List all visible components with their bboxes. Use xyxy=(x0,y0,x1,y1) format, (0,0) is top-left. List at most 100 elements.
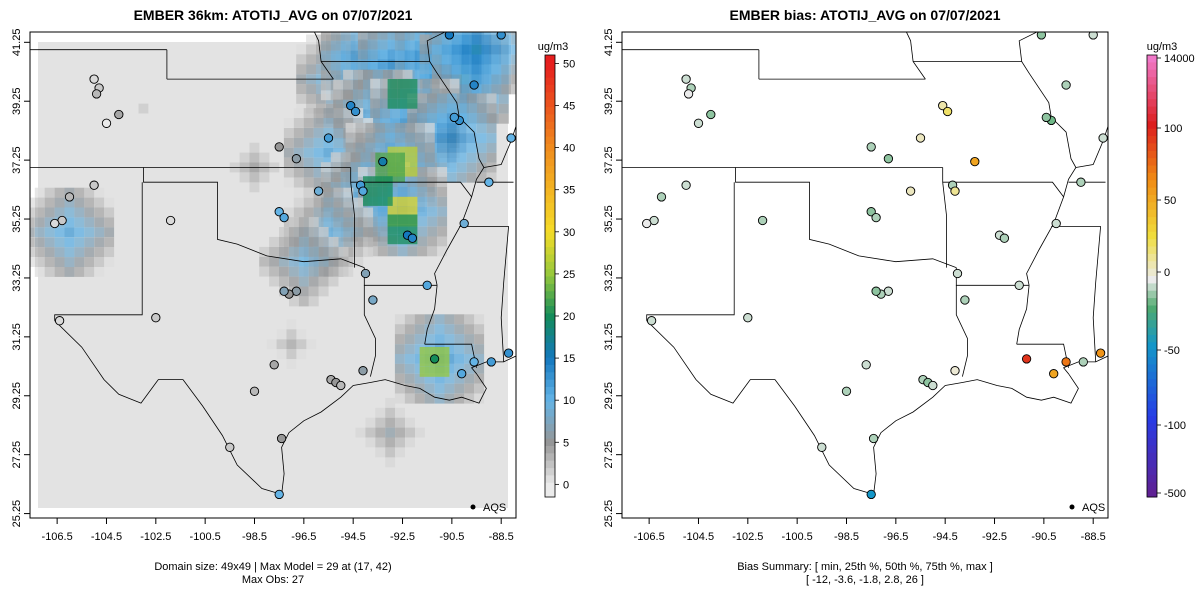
model-grid-cell xyxy=(394,344,405,354)
model-grid-cell xyxy=(445,11,455,21)
model-grid-cell xyxy=(451,32,462,35)
model-grid-cell xyxy=(266,339,277,350)
bias-point xyxy=(743,313,753,323)
bias-point xyxy=(960,295,970,305)
bias-point xyxy=(706,109,716,120)
model-grid-cell xyxy=(303,108,314,118)
colorbar-segment xyxy=(1147,283,1157,292)
model-grid-cell xyxy=(286,339,297,350)
model-grid-cell xyxy=(441,34,452,45)
bias-point xyxy=(1061,80,1071,90)
model-grid-cell xyxy=(404,354,415,364)
colorbar-segment xyxy=(1147,239,1157,248)
model-grid-cell xyxy=(365,122,376,133)
colorbar-segment xyxy=(545,224,555,233)
model-grid-cell xyxy=(394,32,405,41)
bias-point xyxy=(928,380,938,391)
model-grid-cell xyxy=(482,15,492,25)
model-grid-cell xyxy=(84,217,95,228)
model-grid-cell xyxy=(382,176,393,187)
model-grid-cell xyxy=(380,108,390,119)
colorbar-segment xyxy=(545,327,555,336)
model-grid-cell xyxy=(293,207,304,218)
colorbar-tick-label: 5 xyxy=(563,437,569,449)
left-x-tick-label: -96.5 xyxy=(291,531,316,543)
colorbar-segment xyxy=(545,268,555,277)
model-grid-cell xyxy=(365,437,376,448)
model-grid-cell xyxy=(424,122,435,133)
model-grid-cell xyxy=(259,152,270,163)
model-grid-cell xyxy=(363,109,373,120)
model-grid-cell xyxy=(424,334,435,344)
obs-point xyxy=(350,106,361,117)
model-grid-cell xyxy=(415,132,425,143)
model-grid-cell xyxy=(387,224,398,235)
model-grid-cell xyxy=(94,217,105,228)
model-grid-cell xyxy=(333,187,344,198)
obs-point xyxy=(279,212,289,223)
model-grid-cell xyxy=(456,152,467,163)
obs-point xyxy=(269,360,279,370)
model-grid-cell xyxy=(84,237,95,248)
model-grid-cell xyxy=(355,427,366,438)
model-grid-cell xyxy=(64,267,75,277)
model-grid-cell xyxy=(64,207,75,218)
colorbar-tick-label: 10 xyxy=(563,395,575,407)
model-grid-cell xyxy=(370,78,381,89)
model-grid-cell xyxy=(34,207,45,218)
obs-point xyxy=(276,433,287,444)
model-grid-cell xyxy=(357,59,368,70)
model-grid-cell xyxy=(394,334,405,344)
model-grid-cell xyxy=(350,172,361,182)
model-grid-cell xyxy=(414,324,425,335)
model-grid-cell xyxy=(34,267,45,277)
model-grid-cell xyxy=(424,142,435,153)
model-grid-cell xyxy=(94,257,105,267)
model-grid-cell xyxy=(395,122,405,133)
model-grid-cell xyxy=(377,236,388,247)
colorbar-segment xyxy=(545,283,555,292)
left-boundary-line xyxy=(500,226,509,362)
model-grid-cell xyxy=(417,93,427,104)
colorbar-segment xyxy=(545,195,555,203)
colorbar-segment xyxy=(545,482,555,491)
colorbar-segment xyxy=(1147,430,1157,439)
model-grid-cell xyxy=(392,69,403,80)
right-y-tick-label: 41.25 xyxy=(603,29,615,57)
obs-point xyxy=(54,316,65,326)
model-grid-cell xyxy=(30,237,35,248)
colorbar-segment xyxy=(545,423,555,432)
model-grid-cell xyxy=(397,224,408,235)
obs-point xyxy=(336,380,346,391)
model-grid-cell xyxy=(498,113,509,124)
model-grid-cell xyxy=(340,32,351,41)
model-grid-cell xyxy=(501,34,512,45)
model-grid-cell xyxy=(481,32,492,35)
bias-point xyxy=(646,316,657,326)
model-grid-cell xyxy=(333,118,344,128)
model-grid-cell xyxy=(338,256,349,267)
model-grid-cell xyxy=(464,324,475,335)
colorbar-segment xyxy=(545,386,555,395)
model-grid-cell xyxy=(397,214,408,225)
bias-point xyxy=(642,218,652,229)
right-title: EMBER bias: ATOTIJ_AVG on 07/07/2021 xyxy=(729,7,1000,23)
colorbar-segment xyxy=(545,408,555,417)
model-grid-cell xyxy=(464,363,475,374)
model-grid-cell xyxy=(432,15,442,25)
model-grid-cell xyxy=(461,34,472,45)
bias-point xyxy=(1095,348,1106,358)
obs-point xyxy=(274,489,284,500)
model-grid-cell xyxy=(474,363,485,374)
model-grid-cell xyxy=(407,186,418,197)
model-grid-cell xyxy=(345,142,356,153)
model-grid-cell xyxy=(415,142,425,153)
model-grid-cell xyxy=(414,363,425,374)
model-grid-cell xyxy=(375,437,386,448)
model-grid-cell xyxy=(323,187,334,198)
model-grid-cell xyxy=(501,84,512,95)
model-grid-cell xyxy=(464,314,475,325)
model-grid-cell xyxy=(323,118,334,128)
model-grid-cell xyxy=(486,93,497,104)
model-grid-cell xyxy=(427,226,438,237)
